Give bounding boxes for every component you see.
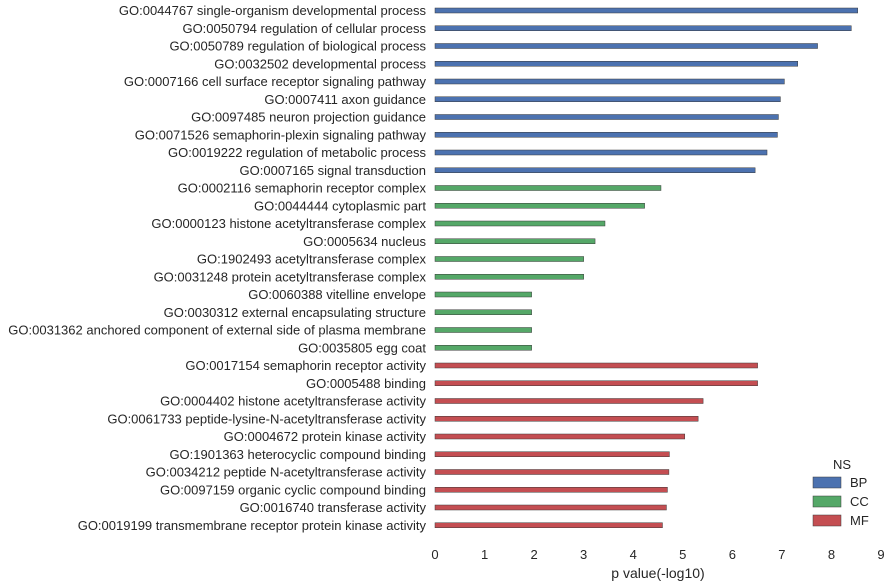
bar-mf	[434, 487, 668, 493]
category-label: GO:0071526 semaphorin-plexin signaling p…	[135, 127, 427, 142]
bar-mf	[434, 451, 670, 457]
category-label: GO:0061733 peptide-lysine-N-acetyltransf…	[107, 411, 426, 426]
category-label: GO:0032502 developmental process	[214, 56, 426, 71]
bar-bp	[434, 96, 781, 102]
bar-cc	[434, 291, 532, 298]
category-label: GO:0007165 signal transduction	[240, 163, 426, 178]
x-axis-label: p value(-log10)	[611, 565, 704, 581]
category-label: GO:0019222 regulation of metabolic proce…	[168, 145, 426, 160]
category-label: GO:0007411 axon guidance	[264, 92, 426, 107]
category-label: GO:0050794 regulation of cellular proces…	[182, 21, 426, 36]
category-label: GO:0000123 histone acetyltransferase com…	[151, 216, 426, 231]
x-tick-label: 6	[729, 547, 736, 562]
bar-bp	[434, 167, 756, 173]
bar-bp	[434, 25, 852, 31]
category-label: GO:0097159 organic cyclic compound bindi…	[160, 482, 426, 497]
legend-label-bp: BP	[850, 475, 867, 490]
category-label: GO:0030312 external encapsulating struct…	[164, 305, 426, 320]
bar-mf	[434, 380, 758, 386]
legend-title: NS	[833, 457, 851, 472]
bar-mf	[434, 522, 663, 528]
category-label: GO:0035805 egg coat	[298, 340, 426, 355]
category-label: GO:0031362 anchored component of externa…	[8, 323, 426, 338]
category-label: GO:0034212 peptide N-acetyltransferase a…	[146, 465, 427, 480]
bar-cc	[434, 309, 532, 315]
category-label: GO:0004672 protein kinase activity	[224, 429, 427, 444]
category-label: GO:0004402 histone acetyltransferase act…	[160, 394, 426, 409]
legend-swatch-cc	[812, 495, 842, 508]
x-axis-ticks: 0 1 2 3 4 5 6 7 8 9	[431, 547, 884, 562]
x-tick-label: 8	[828, 547, 835, 562]
bar-bp	[434, 132, 778, 138]
category-label: GO:1902493 acetyltransferase complex	[197, 252, 427, 267]
bar-cc	[434, 220, 606, 227]
x-tick-label: 0	[431, 547, 438, 562]
bar-mf	[434, 433, 686, 440]
x-tick-label: 9	[877, 547, 884, 562]
bar-cc	[434, 327, 532, 333]
category-label: GO:1901363 heterocyclic compound binding	[169, 447, 426, 462]
bars-group	[434, 7, 858, 528]
bar-mf	[434, 398, 704, 404]
bar-cc	[434, 256, 584, 262]
category-labels: GO:0044767 single-organism developmental…	[8, 3, 426, 533]
category-label: GO:0002116 semaphorin receptor complex	[178, 181, 427, 196]
bar-bp	[434, 78, 785, 85]
bar-mf	[434, 469, 670, 475]
legend-label-mf: MF	[850, 513, 869, 528]
x-tick-label: 3	[580, 547, 587, 562]
x-tick-label: 4	[630, 547, 637, 562]
category-label: GO:0044767 single-organism developmental…	[119, 3, 427, 18]
bar-cc	[434, 345, 532, 351]
x-tick-label: 1	[481, 547, 488, 562]
bar-cc	[434, 274, 584, 280]
bar-cc	[434, 238, 596, 244]
bar-mf	[434, 504, 667, 511]
bar-bp	[434, 43, 818, 49]
bar-mf	[434, 416, 699, 422]
category-label: GO:0031248 protein acetyltransferase com…	[154, 269, 427, 284]
category-label: GO:0019199 transmembrane receptor protei…	[78, 518, 427, 533]
category-label: GO:0016740 transferase activity	[240, 500, 427, 515]
category-label: GO:0005634 nucleus	[303, 234, 426, 249]
category-label: GO:0044444 cytoplasmic part	[254, 198, 426, 213]
x-tick-label: 5	[679, 547, 686, 562]
category-label: GO:0005488 binding	[306, 376, 426, 391]
x-tick-label: 2	[530, 547, 537, 562]
bar-bp	[434, 114, 779, 120]
legend-swatch-bp	[812, 476, 842, 489]
legend-swatch-mf	[812, 514, 842, 527]
bar-bp	[434, 61, 798, 67]
legend-label-cc: CC	[850, 494, 869, 509]
bar-bp	[434, 149, 768, 156]
bar-mf	[434, 362, 758, 369]
bar-bp	[434, 7, 858, 14]
category-label: GO:0097485 neuron projection guidance	[191, 110, 426, 125]
bar-cc	[434, 185, 662, 191]
category-label: GO:0017154 semaphorin receptor activity	[185, 358, 426, 373]
bar-cc	[434, 203, 645, 209]
x-tick-label: 7	[778, 547, 785, 562]
category-label: GO:0060388 vitelline envelope	[248, 287, 426, 302]
legend: NS BP CC MF	[812, 457, 869, 528]
category-label: GO:0050789 regulation of biological proc…	[169, 39, 426, 54]
category-label: GO:0007166 cell surface receptor signali…	[124, 74, 427, 89]
